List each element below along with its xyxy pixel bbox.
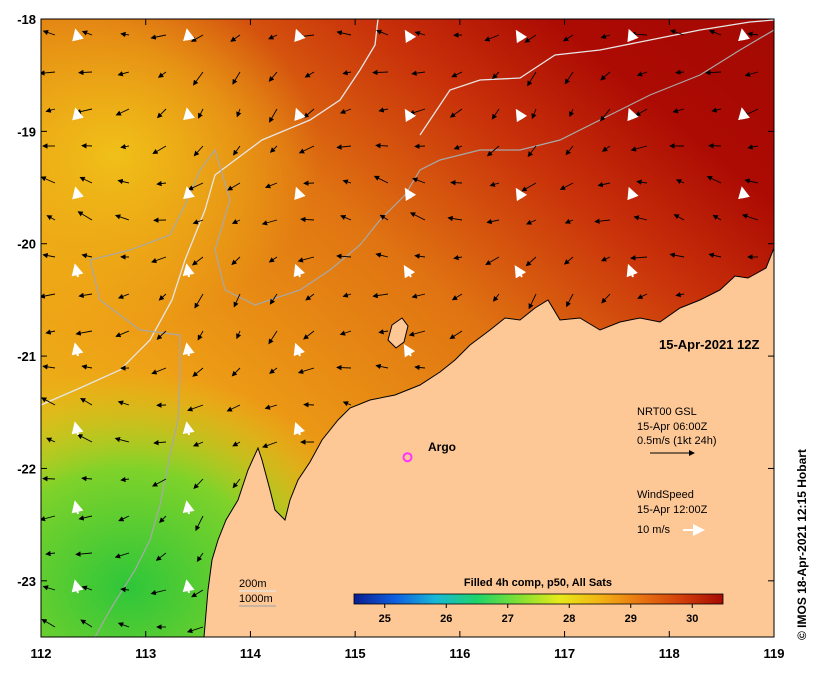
x-tick-label: 112 — [31, 646, 52, 661]
wind-legend-time: 15-Apr 12:00Z — [637, 504, 708, 516]
x-tick-label: 113 — [135, 646, 156, 661]
date-label: 15-Apr-2021 12Z — [659, 337, 759, 352]
argo-label: Argo — [428, 440, 456, 454]
x-tick-label: 114 — [240, 646, 262, 661]
current-arrow-icon — [43, 479, 55, 480]
current-arrow-icon — [451, 182, 462, 183]
wind-legend-title: WindSpeed — [637, 489, 694, 501]
current-arrow-icon — [376, 145, 388, 146]
colorbar-tick-label: 25 — [379, 613, 391, 625]
colorbar-tick-label: 30 — [686, 613, 698, 625]
y-tick-label: -20 — [17, 237, 36, 252]
x-tick-label: 119 — [764, 646, 785, 661]
current-arrow-icon — [373, 72, 388, 73]
isobath-200m-label: 200m — [239, 578, 267, 590]
isobath-1000m-label: 1000m — [239, 593, 273, 605]
x-tick-label: 118 — [659, 646, 680, 661]
current-legend-scale: 0.5m/s (1kt 24h) — [637, 435, 716, 447]
current-arrow-icon — [337, 367, 351, 368]
x-tick-label: 117 — [554, 646, 575, 661]
colorbar-tick-label: 26 — [440, 613, 452, 625]
y-tick-label: -18 — [17, 12, 36, 27]
current-arrow-icon — [415, 146, 425, 147]
wind-legend-scale: 10 m/s — [637, 524, 671, 536]
x-tick-label: 116 — [449, 646, 470, 661]
sst-field — [40, 19, 774, 637]
y-tick-label: -22 — [17, 461, 36, 476]
current-arrow-icon — [304, 405, 314, 406]
colorbar-tick-label: 29 — [625, 613, 637, 625]
y-tick-label: -21 — [17, 349, 36, 364]
y-tick-label: -19 — [17, 124, 36, 139]
colorbar-scale — [354, 594, 723, 604]
colorbar-tick-label: 28 — [563, 613, 575, 625]
colorbar-title: Filled 4h comp, p50, All Sats — [464, 577, 612, 589]
colorbar-tick-label: 27 — [502, 613, 514, 625]
y-tick-label: -23 — [17, 574, 36, 589]
current-legend-time: 15-Apr 06:00Z — [637, 421, 708, 433]
credit-text: © IMOS 18-Apr-2021 12:15 Hobart — [795, 449, 809, 640]
current-legend-title: NRT00 GSL — [637, 406, 697, 418]
x-tick-label: 115 — [345, 646, 366, 661]
